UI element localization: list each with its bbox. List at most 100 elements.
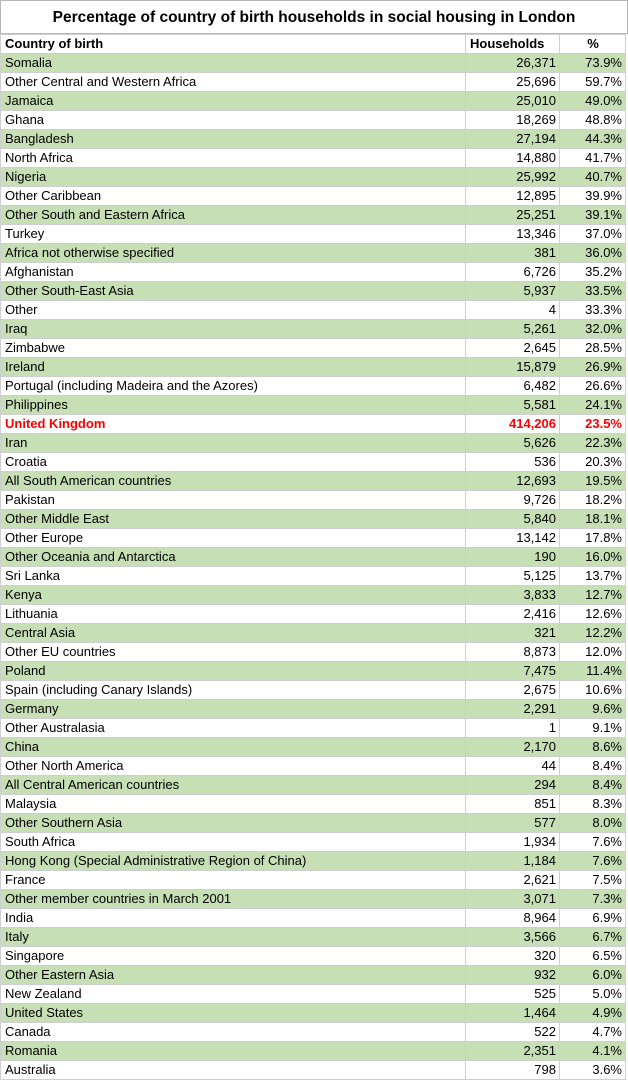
households-cell: 1 bbox=[465, 718, 560, 738]
table-row: Ireland 15,879 26.9% bbox=[0, 357, 626, 377]
country-cell: Other Oceania and Antarctica bbox=[0, 547, 466, 567]
percent-cell: 39.1% bbox=[559, 205, 626, 225]
table-row: Other Eastern Asia 932 6.0% bbox=[0, 965, 626, 985]
country-cell: Kenya bbox=[0, 585, 466, 605]
country-cell: China bbox=[0, 737, 466, 757]
percent-cell: 44.3% bbox=[559, 129, 626, 149]
percent-cell: 11.4% bbox=[559, 661, 626, 681]
percent-cell: 8.0% bbox=[559, 813, 626, 833]
percent-cell: 17.8% bbox=[559, 528, 626, 548]
country-cell: Hong Kong (Special Administrative Region… bbox=[0, 851, 466, 871]
households-cell: 5,840 bbox=[465, 509, 560, 529]
table-row: Sri Lanka 5,125 13.7% bbox=[0, 566, 626, 586]
households-cell: 13,142 bbox=[465, 528, 560, 548]
table-row: Other Europe 13,142 17.8% bbox=[0, 528, 626, 548]
country-cell: Central Asia bbox=[0, 623, 466, 643]
percent-cell: 16.0% bbox=[559, 547, 626, 567]
country-cell: Turkey bbox=[0, 224, 466, 244]
percent-cell: 7.6% bbox=[559, 851, 626, 871]
table-row: Other Southern Asia 577 8.0% bbox=[0, 813, 626, 833]
country-cell: Other member countries in March 2001 bbox=[0, 889, 466, 909]
percent-cell: 49.0% bbox=[559, 91, 626, 111]
households-cell: 15,879 bbox=[465, 357, 560, 377]
country-cell: Afghanistan bbox=[0, 262, 466, 282]
table-row: United States 1,464 4.9% bbox=[0, 1003, 626, 1023]
country-cell: Other North America bbox=[0, 756, 466, 776]
households-cell: 294 bbox=[465, 775, 560, 795]
table-row: Croatia 536 20.3% bbox=[0, 452, 626, 472]
households-cell: 2,645 bbox=[465, 338, 560, 358]
households-cell: 2,621 bbox=[465, 870, 560, 890]
households-cell: 6,482 bbox=[465, 376, 560, 396]
table-row: Afghanistan 6,726 35.2% bbox=[0, 262, 626, 282]
percent-cell: 20.3% bbox=[559, 452, 626, 472]
country-cell: Croatia bbox=[0, 452, 466, 472]
table-row: Australia 798 3.6% bbox=[0, 1060, 626, 1080]
percent-cell: 26.9% bbox=[559, 357, 626, 377]
country-cell: Spain (including Canary Islands) bbox=[0, 680, 466, 700]
country-cell: Bangladesh bbox=[0, 129, 466, 149]
table-row: Philippines 5,581 24.1% bbox=[0, 395, 626, 415]
households-cell: 27,194 bbox=[465, 129, 560, 149]
percent-cell: 73.9% bbox=[559, 53, 626, 73]
table-body: Somalia 26,371 73.9% Other Central and West… bbox=[0, 53, 626, 1080]
percent-cell: 12.0% bbox=[559, 642, 626, 662]
table-row: Kenya 3,833 12.7% bbox=[0, 585, 626, 605]
table-row: Other EU countries 8,873 12.0% bbox=[0, 642, 626, 662]
country-cell: Jamaica bbox=[0, 91, 466, 111]
country-cell: South Africa bbox=[0, 832, 466, 852]
table-row: Malaysia 851 8.3% bbox=[0, 794, 626, 814]
table-row: Africa not otherwise specified 381 36.0% bbox=[0, 243, 626, 263]
percent-cell: 8.6% bbox=[559, 737, 626, 757]
table-row: Hong Kong (Special Administrative Region… bbox=[0, 851, 626, 871]
table-row: Other Oceania and Antarctica 190 16.0% bbox=[0, 547, 626, 567]
table-row: Central Asia 321 12.2% bbox=[0, 623, 626, 643]
percent-cell: 10.6% bbox=[559, 680, 626, 700]
percent-cell: 6.7% bbox=[559, 927, 626, 947]
households-cell: 12,895 bbox=[465, 186, 560, 206]
households-cell: 798 bbox=[465, 1060, 560, 1080]
households-cell: 5,626 bbox=[465, 433, 560, 453]
table-row: Other South-East Asia 5,937 33.5% bbox=[0, 281, 626, 301]
country-cell: Poland bbox=[0, 661, 466, 681]
country-cell: Nigeria bbox=[0, 167, 466, 187]
households-cell: 5,937 bbox=[465, 281, 560, 301]
percent-cell: 12.6% bbox=[559, 604, 626, 624]
header-households: Households bbox=[465, 34, 560, 54]
table-row: Other member countries in March 2001 3,07… bbox=[0, 889, 626, 909]
percent-cell: 6.9% bbox=[559, 908, 626, 928]
percent-cell: 18.2% bbox=[559, 490, 626, 510]
table-row: Lithuania 2,416 12.6% bbox=[0, 604, 626, 624]
table-row: Spain (including Canary Islands) 2,675 10.… bbox=[0, 680, 626, 700]
households-cell: 851 bbox=[465, 794, 560, 814]
households-cell: 577 bbox=[465, 813, 560, 833]
households-cell: 2,170 bbox=[465, 737, 560, 757]
table-row: Iran 5,626 22.3% bbox=[0, 433, 626, 453]
table-row: Romania 2,351 4.1% bbox=[0, 1041, 626, 1061]
households-cell: 522 bbox=[465, 1022, 560, 1042]
country-cell: United Kingdom bbox=[0, 414, 466, 434]
country-cell: Canada bbox=[0, 1022, 466, 1042]
table-row: France 2,621 7.5% bbox=[0, 870, 626, 890]
country-cell: North Africa bbox=[0, 148, 466, 168]
table-row: China 2,170 8.6% bbox=[0, 737, 626, 757]
table-row: Portugal (including Madeira and the Azor… bbox=[0, 376, 626, 396]
percent-cell: 28.5% bbox=[559, 338, 626, 358]
percent-cell: 4.7% bbox=[559, 1022, 626, 1042]
households-cell: 13,346 bbox=[465, 224, 560, 244]
table-row: Other 4 33.3% bbox=[0, 300, 626, 320]
table-row: United Kingdom 414,206 23.5% bbox=[0, 414, 626, 434]
country-cell: Malaysia bbox=[0, 794, 466, 814]
households-cell: 381 bbox=[465, 243, 560, 263]
households-cell: 536 bbox=[465, 452, 560, 472]
percent-cell: 5.0% bbox=[559, 984, 626, 1004]
percent-cell: 7.5% bbox=[559, 870, 626, 890]
table-row: Bangladesh 27,194 44.3% bbox=[0, 129, 626, 149]
percent-cell: 12.7% bbox=[559, 585, 626, 605]
households-table: Country of birth Households % Somalia 26,… bbox=[0, 34, 626, 1080]
percent-cell: 32.0% bbox=[559, 319, 626, 339]
percent-cell: 6.5% bbox=[559, 946, 626, 966]
country-cell: Lithuania bbox=[0, 604, 466, 624]
percent-cell: 19.5% bbox=[559, 471, 626, 491]
percent-cell: 8.3% bbox=[559, 794, 626, 814]
